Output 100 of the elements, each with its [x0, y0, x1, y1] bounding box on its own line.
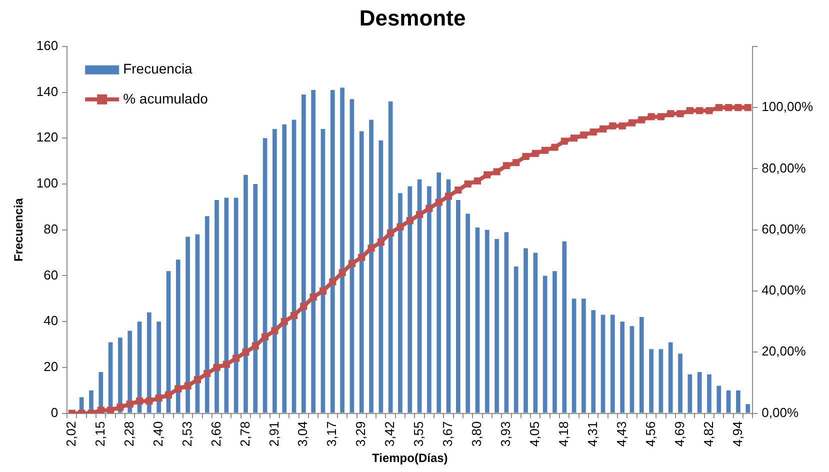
- y-axis-title: Frecuencia: [12, 198, 26, 262]
- x-tick-label: 2,02: [63, 421, 78, 447]
- y-tick-label: 120: [36, 130, 58, 145]
- bar: [620, 322, 624, 413]
- legend-label: % acumulado: [123, 90, 208, 106]
- x-axis-title: Tiempo(Días): [372, 451, 448, 466]
- bar: [350, 99, 354, 413]
- x-tick-label: 2,91: [266, 421, 282, 447]
- bar: [253, 184, 258, 413]
- y-tick-label: 20: [44, 359, 58, 374]
- x-tick-label: 3,29: [353, 421, 368, 447]
- bar: [214, 200, 219, 413]
- y2-tick-label: 100,00%: [762, 99, 814, 114]
- x-tick-label: 2,40: [150, 421, 166, 447]
- bar: [262, 138, 268, 413]
- bar: [524, 248, 528, 413]
- x-tick-label: 3,42: [382, 421, 398, 447]
- x-tick-label: 4,43: [614, 421, 629, 447]
- bar: [186, 236, 190, 413]
- x-tick-label: 3,55: [411, 421, 426, 447]
- bar: [359, 131, 364, 413]
- bar: [716, 386, 722, 413]
- bar: [128, 330, 132, 413]
- y-tick-label: 140: [36, 84, 58, 99]
- x-tick-label: 3,67: [440, 421, 456, 447]
- bar: [552, 271, 557, 413]
- bar: [533, 252, 538, 413]
- y-tick-label: 40: [44, 313, 58, 328]
- bar: [707, 374, 712, 413]
- bar: [340, 88, 344, 413]
- bar: [600, 314, 606, 413]
- bar: [320, 128, 326, 413]
- bar: [398, 193, 402, 413]
- bar: [542, 276, 548, 413]
- bar: [176, 260, 180, 413]
- bar: [272, 128, 277, 413]
- y2-tick-label: 0,00%: [762, 404, 799, 420]
- bar: [156, 322, 161, 413]
- x-tick-label: 4,56: [642, 421, 658, 447]
- bar: [746, 404, 750, 413]
- y-tick-label: 160: [36, 38, 58, 53]
- bar: [146, 312, 152, 413]
- bar: [330, 90, 335, 413]
- bar: [591, 310, 596, 413]
- bar: [369, 120, 374, 413]
- bar: [658, 349, 664, 413]
- bar: [436, 172, 442, 413]
- x-tick-label: 3,04: [295, 421, 310, 447]
- x-tick-label: 4,69: [672, 421, 687, 447]
- bar: [408, 186, 412, 413]
- y2-tick-label: 20,00%: [762, 344, 806, 359]
- bar: [639, 316, 644, 413]
- bar: [484, 230, 490, 413]
- y-tick-label: 100: [36, 176, 58, 191]
- bar: [726, 390, 731, 413]
- bar: [494, 239, 499, 413]
- bar: [649, 349, 654, 413]
- bar: [572, 298, 576, 413]
- bar: [697, 372, 702, 413]
- y-tick-label: 60: [44, 267, 58, 282]
- bar: [456, 200, 460, 413]
- bar: [378, 140, 384, 413]
- legend-label: Frecuencia: [123, 60, 193, 76]
- y2-tick-label: 40,00%: [762, 282, 806, 298]
- bar: [475, 228, 480, 413]
- bar: [514, 266, 518, 413]
- bar: [668, 342, 673, 413]
- x-tick-label: 2,78: [237, 421, 252, 447]
- bar: [466, 214, 470, 413]
- bar: [204, 216, 210, 413]
- x-tick-label: 4,31: [584, 421, 600, 447]
- bar: [678, 354, 682, 413]
- x-tick-label: 3,93: [498, 421, 514, 447]
- bar: [224, 198, 229, 413]
- x-tick-label: 3,80: [469, 421, 484, 447]
- x-tick-label: 3,17: [324, 421, 340, 447]
- x-tick-label: 4,05: [526, 421, 542, 447]
- bar: [582, 298, 586, 413]
- bar: [736, 390, 740, 413]
- bar: [504, 232, 509, 413]
- bar: [388, 101, 393, 413]
- x-tick-label: 2,66: [208, 421, 224, 447]
- x-tick-label: 2,28: [121, 421, 136, 447]
- bar: [244, 174, 248, 413]
- bar: [282, 124, 287, 413]
- y-tick-label: 80: [44, 221, 58, 236]
- x-tick-label: 4,94: [730, 421, 745, 447]
- bar: [301, 94, 306, 413]
- x-tick-label: 2,15: [92, 421, 108, 447]
- bar: [610, 314, 615, 413]
- chart-title: Desmonte: [359, 5, 466, 30]
- x-tick-label: 4,18: [556, 421, 571, 447]
- bar: [688, 374, 692, 413]
- y2-tick-label: 80,00%: [762, 160, 806, 176]
- y2-tick-label: 60,00%: [762, 221, 806, 236]
- bar: [292, 120, 296, 413]
- x-tick-label: 4,82: [700, 421, 716, 447]
- x-tick-label: 2,53: [179, 421, 194, 447]
- bar: [427, 186, 432, 413]
- bar: [311, 90, 316, 413]
